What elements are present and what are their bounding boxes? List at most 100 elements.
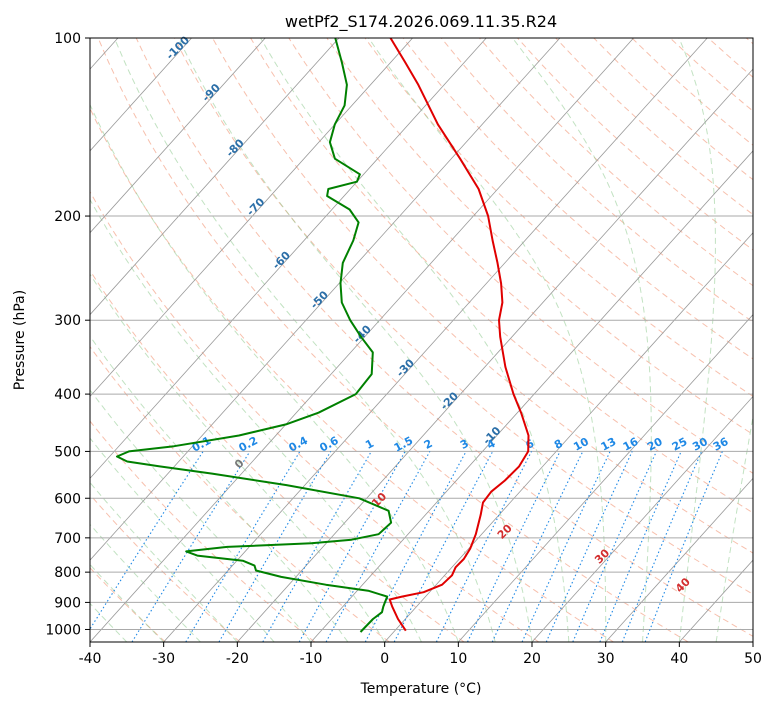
dry-adiabat-line (90, 269, 465, 642)
profiles (116, 38, 530, 633)
dry-adiabat-line (631, 38, 753, 146)
isotherm-line (90, 38, 634, 642)
plot-frame (89, 37, 754, 643)
mixing-ratio-label: 2 (422, 437, 435, 452)
dry-adiabat-line (326, 38, 753, 436)
dry-adiabat-line (517, 38, 753, 251)
y-tick-label: 1000 (45, 622, 81, 638)
x-tick-label: 40 (670, 651, 688, 667)
dry-adiabat-label: -70 (244, 195, 267, 218)
mixing-ratio-line (644, 451, 723, 642)
dry-adiabat-line (173, 38, 753, 595)
isotherm-line (679, 559, 753, 642)
moist-adiabat-line (368, 38, 607, 642)
mixing-ratio-line (262, 451, 372, 642)
mixing-ratio-line (325, 451, 431, 642)
y-axis-label: Pressure (hPa) (12, 290, 28, 390)
mixing-ratio-line (467, 451, 561, 642)
isotherm-line (90, 38, 413, 398)
dry-adiabat-label: -30 (394, 356, 417, 379)
moist-adiabat-line (90, 437, 275, 642)
y-tick-label: 400 (54, 387, 81, 403)
isotherm-line (531, 395, 753, 642)
background-lines (90, 38, 753, 642)
dry-adiabat-line (593, 38, 753, 181)
mixing-ratio-label: 13 (599, 435, 619, 454)
x-tick-label: 30 (597, 651, 615, 667)
dry-adiabat-line (90, 493, 241, 642)
x-tick-label: 20 (523, 651, 541, 667)
dry-adiabat-line (90, 420, 316, 642)
y-tick-label: 500 (54, 444, 81, 460)
moist-adiabat-line (90, 389, 312, 642)
isotherm-line (90, 38, 561, 561)
mixing-ratio-label: 16 (621, 435, 641, 454)
isotherm-line (458, 313, 753, 642)
y-tick-label: 600 (54, 491, 81, 507)
mixing-ratio-label: 25 (670, 435, 690, 454)
dry-adiabat-line (90, 567, 166, 642)
dry-adiabat-line (707, 38, 753, 78)
mixing-ratio-label: 20 (645, 435, 665, 454)
mixing-ratio-label: 30 (690, 435, 710, 454)
isotherm-line (310, 150, 753, 642)
dry-adiabat-line (555, 38, 753, 216)
y-tick-label: 200 (54, 209, 81, 225)
y-tick-label: 700 (54, 531, 81, 547)
dry-adiabat-label: -50 (308, 288, 331, 311)
moist-adiabat-line (260, 38, 570, 642)
y-tick-label: 900 (54, 595, 81, 611)
mixing-ratio-line (131, 451, 251, 642)
dry-adiabat-label: -10 (480, 424, 503, 447)
dry-adiabat-label: -20 (438, 389, 461, 412)
mixing-ratio-line (298, 451, 406, 642)
mixing-ratio-label: 36 (711, 435, 731, 454)
moist-adiabat-line (90, 523, 201, 642)
moist-adiabat-line (90, 273, 386, 642)
x-tick-label: 50 (744, 651, 762, 667)
isotherm-line (90, 38, 340, 316)
dry-adiabat-line (364, 38, 753, 397)
dry-adiabat-line (90, 190, 540, 642)
isotherm-line (752, 641, 753, 642)
x-axis: -40 -30 -20 -10 0 10 20 30 40 50 (79, 642, 762, 667)
chart-title: wetPf2_S174.2026.069.11.35.R24 (285, 12, 557, 32)
dry-adiabat-line (288, 38, 753, 474)
dry-adiabat-line (97, 38, 689, 642)
x-tick-label: 10 (449, 651, 467, 667)
dry-adiabat-line (669, 38, 753, 112)
moist-adiabat-line (90, 103, 459, 642)
temperature-profile (388, 38, 530, 632)
dry-adiabat-line (90, 107, 614, 642)
y-axis: 100 200 300 400 500 600 700 800 900 1000 (45, 31, 90, 638)
moist-adiabat-label: 20 (495, 521, 515, 541)
x-tick-label: -30 (152, 651, 175, 667)
moist-adiabat-line (90, 335, 349, 642)
moist-adiabat-line (512, 38, 652, 642)
y-tick-label: 800 (54, 565, 81, 581)
isotherm-line (90, 38, 266, 234)
dry-adiabat-line (212, 38, 753, 554)
mixing-ratio-line (545, 451, 633, 642)
dry-adiabat-line (402, 38, 753, 360)
y-tick-label: 300 (54, 313, 81, 329)
mixing-ratio-label: 10 (571, 435, 591, 454)
x-tick-label: -40 (79, 651, 102, 667)
moist-adiabat-line (715, 414, 753, 642)
mixing-ratio-line (572, 451, 657, 642)
dry-adiabat-label: -60 (270, 249, 293, 272)
moist-adiabat-line (113, 38, 496, 642)
isotherm-line (605, 477, 753, 642)
x-tick-label: -10 (300, 651, 323, 667)
dry-adiabat-label: -90 (200, 81, 223, 104)
mixing-ratio-line (621, 451, 703, 642)
mixing-ratio-label: 1 (363, 437, 376, 452)
isotherm-line (90, 38, 192, 152)
moist-adiabat-line (90, 563, 165, 642)
x-tick-label: -20 (226, 651, 249, 667)
mixing-ratio-line (435, 451, 532, 642)
moist-adiabat-line (90, 481, 238, 642)
dry-adiabat-line (250, 38, 753, 514)
